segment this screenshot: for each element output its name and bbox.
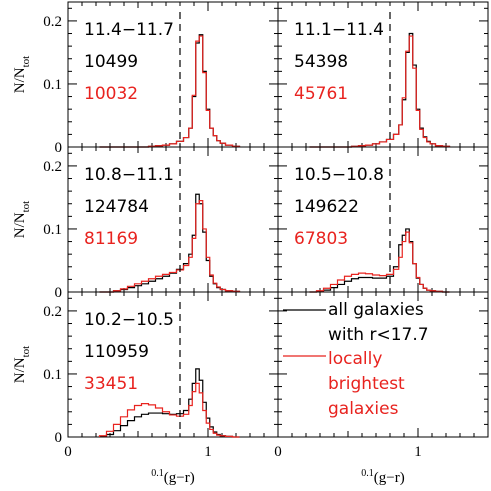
mass-range-label: 11.4−11.7	[84, 20, 174, 40]
x-tick-label: 1	[414, 444, 422, 460]
mass-range-label: 10.2−10.5	[84, 310, 174, 330]
y-tick-label: 0.1	[43, 222, 62, 238]
count-all-label: 10499	[84, 52, 138, 72]
count-all-label: 110959	[84, 342, 149, 362]
series-locally-brightest	[309, 231, 450, 293]
y-tick-label: 0	[55, 140, 63, 156]
y-axis-label: N/Ntot	[12, 56, 32, 93]
y-tick-label: 0.2	[43, 304, 62, 320]
series-locally-brightest	[309, 35, 451, 148]
y-tick-label: 0	[55, 430, 63, 446]
panel-frame	[277, 291, 489, 438]
mass-range-label: 10.5−10.8	[294, 165, 384, 185]
x-tick-label: 0	[64, 444, 72, 460]
x-axis-label: 0.1(g−r)	[361, 468, 404, 486]
y-axis-label: N/Ntot	[12, 346, 32, 383]
count-brightest-label: 33451	[84, 374, 138, 394]
series-locally-brightest	[98, 382, 240, 438]
mass-range-label: 10.8−11.1	[84, 165, 174, 185]
count-brightest-label: 45761	[294, 84, 348, 104]
y-tick-label: 0.2	[43, 14, 62, 30]
count-all-label: 149622	[294, 197, 359, 217]
count-all-label: 124784	[84, 197, 149, 217]
y-tick-label: 0.1	[43, 77, 62, 93]
legend-label-all-2: with r<17.7	[328, 325, 429, 345]
axis-labels: 0 0.1 0.2 N/Ntot 0 0.1 0.2 N/Ntot 0 0.1 0.2 N/Ntot 0…	[12, 14, 422, 486]
x-axis-label: 0.1(g−r)	[151, 468, 194, 486]
count-brightest-label: 10032	[84, 84, 138, 104]
legend-label-brightest-2: brightest	[328, 374, 405, 394]
x-tick-label: 0	[274, 444, 282, 460]
panel-6: all galaxies with r<17.7 locally brightest g…	[277, 291, 489, 438]
count-all-label: 54398	[294, 52, 348, 72]
count-brightest-label: 67803	[294, 229, 348, 249]
panel-1: 11.4−11.7 10499 10032	[67, 1, 279, 148]
count-brightest-label: 81169	[84, 229, 138, 249]
legend-label-brightest: locally	[328, 349, 382, 369]
legend-label-all: all galaxies	[328, 300, 424, 320]
panel-2: 11.1−11.4 54398 45761	[277, 1, 489, 148]
panel-grid: 11.4−11.7 10499 10032 11.1−11.4 54398 45761 10…	[67, 1, 489, 438]
y-axis-label: N/Ntot	[12, 201, 32, 238]
y-tick-label: 0	[55, 285, 63, 301]
mass-range-label: 11.1−11.4	[294, 20, 384, 40]
panel-3: 10.8−11.1 124784 81169	[67, 146, 279, 293]
x-tick-label: 1	[204, 444, 212, 460]
legend-label-brightest-3: galaxies	[328, 399, 399, 419]
y-tick-label: 0.2	[43, 159, 62, 175]
panel-5: 10.2−10.5 110959 33451	[67, 291, 279, 438]
series-all-galaxies	[98, 368, 240, 438]
y-tick-label: 0.1	[43, 367, 62, 383]
series-locally-brightest	[99, 199, 241, 293]
